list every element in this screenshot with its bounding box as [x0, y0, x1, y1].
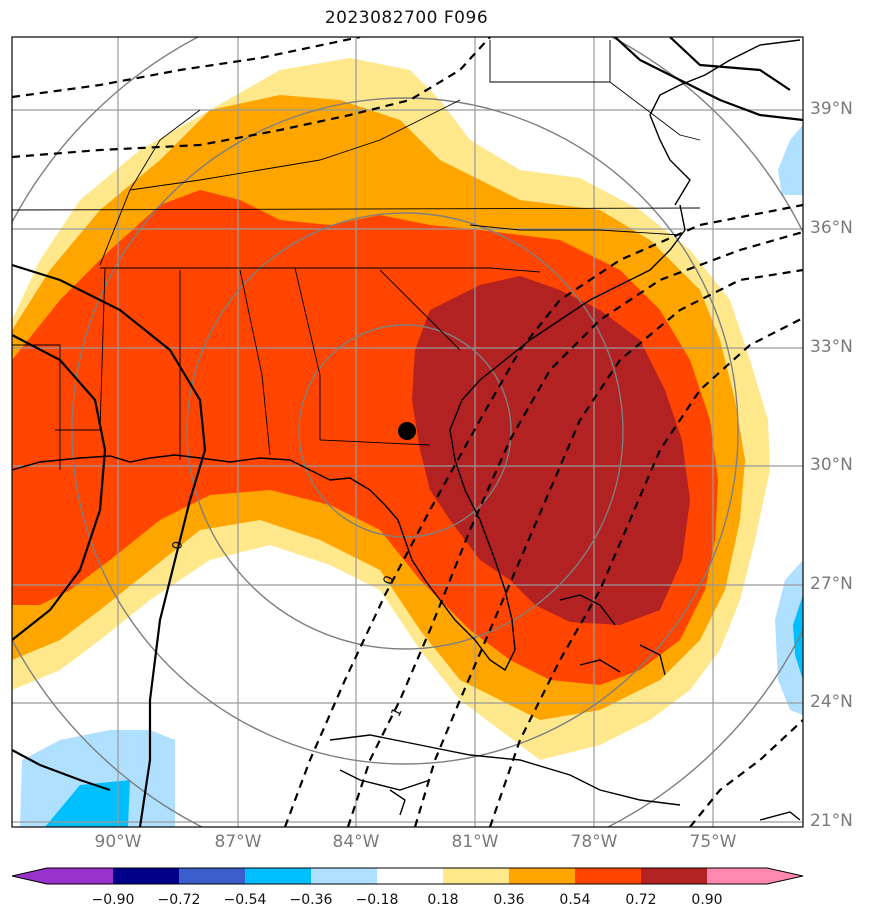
gridlines: [12, 37, 803, 827]
coastlines: [12, 39, 801, 821]
colorbar-tick-2: −0.72: [157, 892, 201, 908]
lon-label-84w: 84°W: [332, 832, 380, 852]
colorbar-tick-1: −0.90: [91, 892, 135, 908]
lat-label-39n: 39°N: [810, 99, 853, 119]
range-rings: [12, 37, 803, 827]
solid-contours: [12, 37, 803, 827]
dashed-contours: [12, 37, 803, 827]
colorbar-tick-8: 0.54: [559, 892, 591, 908]
fill-light-blue-e: [778, 125, 803, 195]
lon-label-81w: 81°W: [451, 832, 499, 852]
lat-label-33n: 33°N: [810, 337, 853, 357]
colorbar-tick-9: 0.72: [625, 892, 657, 908]
colorbar-tick-3: −0.54: [223, 892, 267, 908]
lon-label-75w: 75°W: [689, 832, 737, 852]
colorbar-tick-10: 0.90: [691, 892, 723, 908]
storm-center-marker: [398, 422, 416, 440]
map-title: 2023082700 F096: [324, 8, 489, 28]
lat-label-36n: 36°N: [810, 218, 853, 238]
lon-label-78w: 78°W: [570, 832, 618, 852]
fill-light-blue-se: [775, 560, 803, 715]
fill-sky-blue-se: [793, 595, 803, 680]
fill-light-blue-sw: [20, 730, 175, 827]
colorbar-tick-5: −0.18: [355, 892, 399, 908]
colorbar-tick-7: 0.36: [493, 892, 525, 908]
fill-sky-blue-sw: [45, 780, 130, 827]
lon-label-90w: 90°W: [94, 832, 142, 852]
lon-label-87w: 87°W: [214, 832, 262, 852]
lat-label-27n: 27°N: [810, 574, 853, 594]
lat-label-24n: 24°N: [810, 692, 853, 712]
lat-label-21n: 21°N: [810, 811, 853, 831]
colorbar: [11, 867, 804, 885]
colorbar-tick-6: 0.18: [427, 892, 459, 908]
fill-dark-red: [412, 276, 690, 625]
map-frame: [11, 36, 804, 828]
colorbar-tick-4: −0.36: [289, 892, 333, 908]
lat-label-30n: 30°N: [810, 455, 853, 475]
